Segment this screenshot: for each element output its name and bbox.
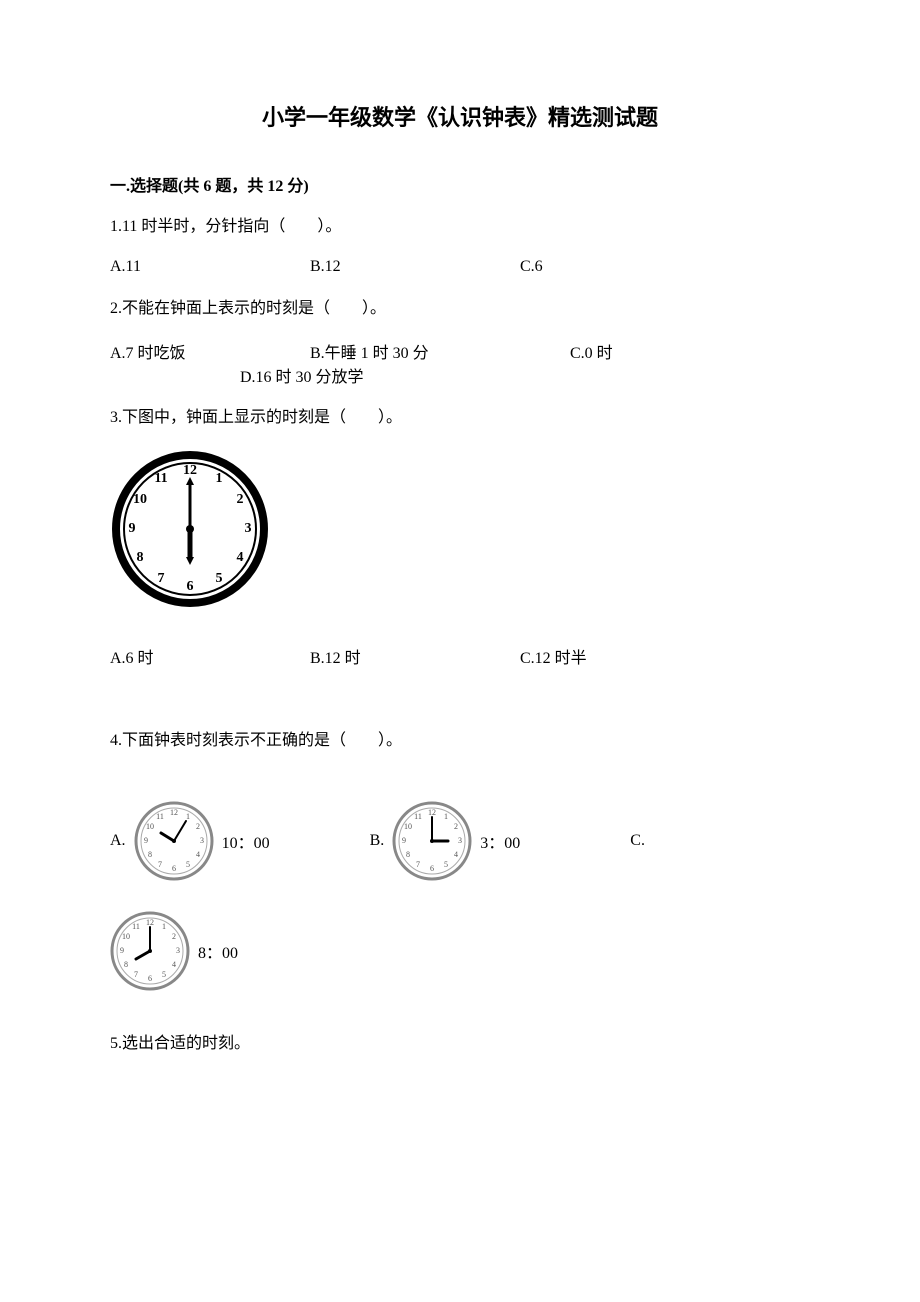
svg-text:10: 10 xyxy=(122,932,130,941)
q4-clock-c: 12 1 2 3 4 5 6 7 8 9 10 11 xyxy=(110,911,190,991)
svg-text:6: 6 xyxy=(148,974,152,983)
svg-text:5: 5 xyxy=(186,860,190,869)
q2-option-a: A.7 时吃饭 xyxy=(110,339,310,363)
svg-text:4: 4 xyxy=(237,550,244,565)
svg-text:6: 6 xyxy=(187,579,194,594)
svg-text:9: 9 xyxy=(120,946,124,955)
svg-text:10: 10 xyxy=(133,492,147,507)
svg-text:4: 4 xyxy=(196,850,200,859)
svg-text:8: 8 xyxy=(124,960,128,969)
svg-text:10: 10 xyxy=(146,822,154,831)
svg-text:1: 1 xyxy=(444,812,448,821)
q4-option-a-label: A. xyxy=(110,832,126,850)
q4-option-c-label: C. xyxy=(630,832,645,850)
svg-text:10: 10 xyxy=(404,822,412,831)
svg-text:11: 11 xyxy=(132,922,140,931)
svg-text:3: 3 xyxy=(200,836,204,845)
svg-text:4: 4 xyxy=(172,960,176,969)
q3-option-c: C.12 时半 xyxy=(520,644,720,668)
question-1: 1.11 时半时，分针指向（ ）。 xyxy=(110,214,810,240)
svg-text:12: 12 xyxy=(428,808,436,817)
svg-text:9: 9 xyxy=(144,836,148,845)
svg-text:2: 2 xyxy=(454,822,458,831)
q4-options-row2: 12 1 2 3 4 5 6 7 8 9 10 11 8：00 xyxy=(110,911,810,991)
q4-option-b-label: B. xyxy=(370,832,385,850)
q4-clock-b: 12 1 2 3 4 5 6 7 8 9 10 11 xyxy=(392,801,472,881)
svg-text:8: 8 xyxy=(137,550,144,565)
question-4: 4.下面钟表时刻表示不正确的是（ ）。 xyxy=(110,728,810,754)
q1-option-a: A.11 xyxy=(110,258,310,276)
svg-text:7: 7 xyxy=(158,860,162,869)
q3-option-a: A.6 时 xyxy=(110,644,310,668)
svg-text:8: 8 xyxy=(406,850,410,859)
svg-text:8: 8 xyxy=(148,850,152,859)
svg-text:3: 3 xyxy=(458,836,462,845)
q3-clock-image: 12 1 2 3 4 5 6 7 8 9 10 11 xyxy=(110,449,810,614)
svg-text:11: 11 xyxy=(154,471,167,486)
svg-text:5: 5 xyxy=(216,571,223,586)
svg-text:2: 2 xyxy=(196,822,200,831)
svg-text:9: 9 xyxy=(402,836,406,845)
svg-text:4: 4 xyxy=(454,850,458,859)
svg-text:11: 11 xyxy=(156,812,164,821)
page-title: 小学一年级数学《认识钟表》精选测试题 xyxy=(110,100,810,132)
q2-option-c: C.0 时 xyxy=(570,339,770,363)
q1-options: A.11 B.12 C.6 xyxy=(110,258,810,276)
svg-text:12: 12 xyxy=(146,918,154,927)
svg-text:7: 7 xyxy=(134,970,138,979)
question-3: 3.下图中，钟面上显示的时刻是（ ）。 xyxy=(110,405,810,431)
question-5: 5.选出合适的时刻。 xyxy=(110,1031,810,1057)
question-2: 2.不能在钟面上表示的时刻是（ ）。 xyxy=(110,296,810,322)
svg-text:5: 5 xyxy=(444,860,448,869)
q2-options-row1: A.7 时吃饭 B.午睡 1 时 30 分 C.0 时 xyxy=(110,339,810,363)
q4-time-a: 10：00 xyxy=(222,829,270,853)
q2-option-d: D.16 时 30 分放学 xyxy=(110,363,810,387)
svg-text:7: 7 xyxy=(158,571,165,586)
svg-text:3: 3 xyxy=(245,521,252,536)
q4-time-b: 3：00 xyxy=(480,829,520,853)
svg-text:6: 6 xyxy=(430,864,434,873)
q4-options-row1: A. 12 1 2 3 4 5 6 7 8 9 10 11 xyxy=(110,801,810,881)
svg-text:11: 11 xyxy=(414,812,422,821)
svg-text:2: 2 xyxy=(172,932,176,941)
section-header: 一.选择题(共 6 题，共 12 分) xyxy=(110,172,810,196)
svg-text:2: 2 xyxy=(237,492,244,507)
svg-text:5: 5 xyxy=(162,970,166,979)
q3-option-b: B.12 时 xyxy=(310,644,520,668)
q2-option-b: B.午睡 1 时 30 分 xyxy=(310,339,570,363)
q3-options: A.6 时 B.12 时 C.12 时半 xyxy=(110,644,810,668)
svg-text:6: 6 xyxy=(172,864,176,873)
svg-text:12: 12 xyxy=(183,463,197,478)
svg-text:1: 1 xyxy=(162,922,166,931)
q1-option-b: B.12 xyxy=(310,258,520,276)
svg-text:1: 1 xyxy=(216,471,223,486)
svg-text:3: 3 xyxy=(176,946,180,955)
svg-text:12: 12 xyxy=(170,808,178,817)
svg-text:1: 1 xyxy=(186,812,190,821)
svg-text:7: 7 xyxy=(416,860,420,869)
svg-text:9: 9 xyxy=(129,521,136,536)
q1-option-c: C.6 xyxy=(520,258,720,276)
q4-time-c: 8：00 xyxy=(198,939,238,963)
q4-clock-a: 12 1 2 3 4 5 6 7 8 9 10 11 xyxy=(134,801,214,881)
